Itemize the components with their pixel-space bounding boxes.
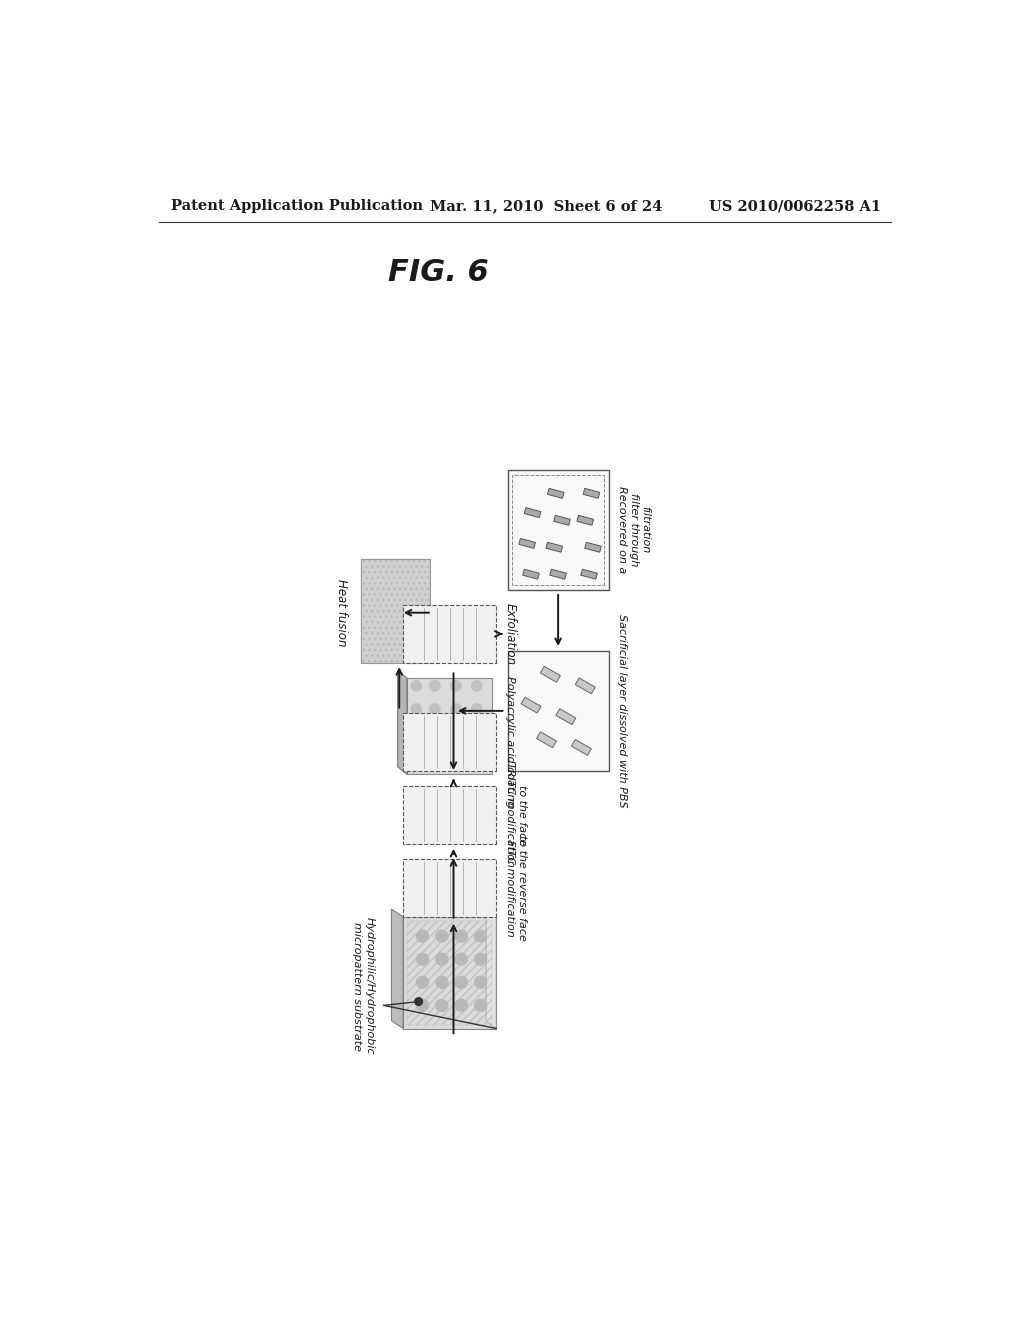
Bar bbox=[585, 543, 601, 552]
Circle shape bbox=[474, 953, 486, 965]
Bar bbox=[541, 667, 560, 682]
Bar bbox=[521, 697, 541, 713]
Bar bbox=[550, 569, 566, 579]
Circle shape bbox=[455, 975, 467, 989]
Circle shape bbox=[417, 929, 429, 942]
Circle shape bbox=[471, 704, 482, 714]
Text: to the reverse face: to the reverse face bbox=[517, 836, 526, 941]
Circle shape bbox=[417, 999, 429, 1011]
Polygon shape bbox=[403, 713, 496, 771]
Bar bbox=[554, 515, 570, 525]
Circle shape bbox=[455, 999, 467, 1011]
Text: micropattern substrate: micropattern substrate bbox=[351, 921, 361, 1051]
Text: Polyacrylic acid coating: Polyacrylic acid coating bbox=[505, 676, 515, 808]
Bar bbox=[522, 569, 540, 579]
Circle shape bbox=[455, 953, 467, 965]
Bar bbox=[583, 488, 600, 499]
Polygon shape bbox=[360, 558, 430, 663]
Text: TRITC modification: TRITC modification bbox=[505, 763, 515, 867]
Bar bbox=[556, 709, 575, 725]
Bar bbox=[577, 515, 594, 525]
Polygon shape bbox=[403, 785, 496, 843]
Polygon shape bbox=[397, 671, 407, 775]
Bar bbox=[546, 543, 562, 552]
Circle shape bbox=[411, 726, 422, 738]
Circle shape bbox=[417, 975, 429, 989]
Bar bbox=[537, 731, 556, 747]
Circle shape bbox=[429, 704, 440, 714]
Text: filter through: filter through bbox=[629, 494, 639, 566]
Circle shape bbox=[474, 929, 486, 942]
Circle shape bbox=[417, 953, 429, 965]
Circle shape bbox=[451, 750, 461, 760]
Circle shape bbox=[471, 750, 482, 760]
Circle shape bbox=[411, 750, 422, 760]
Text: Mar. 11, 2010  Sheet 6 of 24: Mar. 11, 2010 Sheet 6 of 24 bbox=[430, 199, 663, 213]
Text: FIG. 6: FIG. 6 bbox=[388, 257, 488, 286]
Circle shape bbox=[429, 681, 440, 692]
Polygon shape bbox=[486, 909, 496, 1028]
Circle shape bbox=[435, 953, 449, 965]
Circle shape bbox=[451, 704, 461, 714]
Circle shape bbox=[411, 704, 422, 714]
Polygon shape bbox=[508, 470, 608, 590]
Text: FITC modification: FITC modification bbox=[505, 840, 515, 936]
Bar bbox=[524, 508, 541, 517]
Circle shape bbox=[451, 726, 461, 738]
Text: Hydrophilic/Hydrophobic: Hydrophilic/Hydrophobic bbox=[365, 917, 375, 1055]
Polygon shape bbox=[508, 651, 608, 771]
Circle shape bbox=[429, 750, 440, 760]
Polygon shape bbox=[403, 859, 496, 917]
Bar bbox=[519, 539, 536, 548]
Circle shape bbox=[429, 726, 440, 738]
Bar bbox=[575, 678, 595, 694]
Circle shape bbox=[435, 975, 449, 989]
Text: Heat fusion: Heat fusion bbox=[335, 579, 347, 647]
Polygon shape bbox=[403, 917, 496, 1028]
Text: Patent Application Publication: Patent Application Publication bbox=[171, 199, 423, 213]
Text: Sacrificial layer dissolved with PBS: Sacrificial layer dissolved with PBS bbox=[617, 614, 628, 808]
Circle shape bbox=[435, 999, 449, 1011]
Polygon shape bbox=[391, 909, 403, 1028]
Bar bbox=[571, 739, 592, 755]
Bar bbox=[581, 569, 597, 579]
Circle shape bbox=[471, 681, 482, 692]
Circle shape bbox=[455, 929, 467, 942]
Text: to the face: to the face bbox=[517, 785, 526, 845]
Circle shape bbox=[415, 998, 423, 1006]
Text: filtration: filtration bbox=[641, 507, 650, 553]
Polygon shape bbox=[403, 605, 496, 663]
Circle shape bbox=[435, 929, 449, 942]
Circle shape bbox=[411, 681, 422, 692]
Text: Recovered on a: Recovered on a bbox=[617, 486, 628, 574]
Circle shape bbox=[474, 975, 486, 989]
Polygon shape bbox=[407, 678, 493, 775]
Circle shape bbox=[474, 999, 486, 1011]
Bar bbox=[548, 488, 564, 499]
Text: US 2010/0062258 A1: US 2010/0062258 A1 bbox=[710, 199, 882, 213]
Circle shape bbox=[471, 726, 482, 738]
Text: Exfoliation: Exfoliation bbox=[504, 603, 516, 665]
Circle shape bbox=[451, 681, 461, 692]
